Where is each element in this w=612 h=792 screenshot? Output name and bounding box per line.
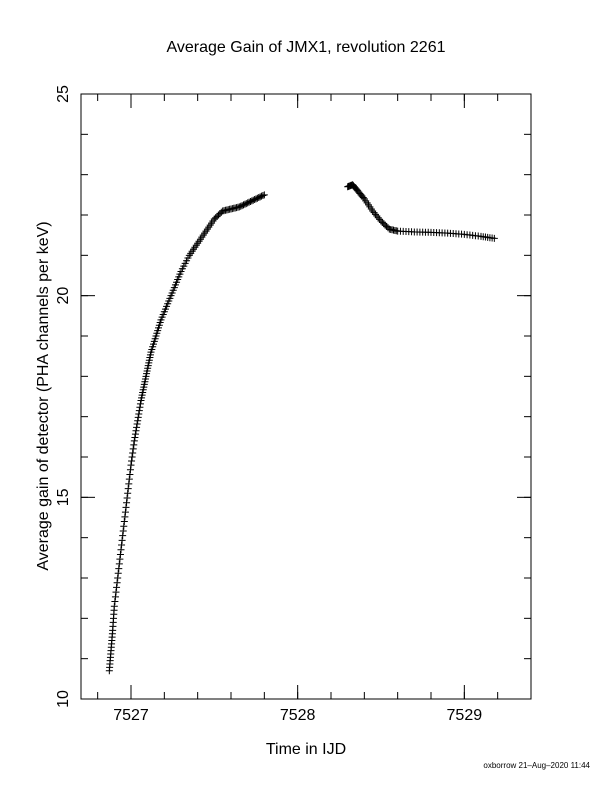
data-point (131, 430, 139, 438)
data-point (260, 191, 268, 199)
data-point (120, 518, 128, 526)
data-point (130, 437, 138, 445)
data-point (125, 480, 133, 488)
data-point (123, 499, 131, 507)
footer-stamp: oxborrow 21–Aug–2020 11:44 (483, 761, 590, 770)
y-tick-label: 20 (55, 287, 72, 305)
data-point (119, 532, 127, 540)
data-point (118, 536, 126, 544)
data-point (112, 588, 120, 596)
data-point (128, 457, 136, 465)
data-point (134, 417, 142, 425)
data-point (116, 555, 124, 563)
x-tick-label: 7528 (280, 707, 316, 724)
x-axis-label: Time in IJD (266, 741, 346, 758)
data-point (123, 494, 131, 502)
data-point (490, 234, 498, 242)
data-point (110, 602, 118, 610)
data-point (115, 560, 123, 568)
data-point (122, 503, 130, 511)
y-tick-label: 15 (55, 488, 72, 506)
plot-frame (80, 93, 532, 700)
data-point (117, 546, 125, 554)
data-point (126, 466, 134, 474)
data-point (119, 527, 127, 535)
data-point (135, 407, 143, 415)
data-point (113, 579, 121, 587)
data-point (130, 441, 138, 449)
y-tick-label: 25 (55, 85, 72, 103)
data-point (124, 489, 132, 497)
data-point (111, 598, 119, 606)
tick-labels: 7527 7528 7529 10 15 20 25 (55, 85, 482, 724)
data-point (121, 508, 129, 516)
data-point (134, 413, 142, 421)
data-point (135, 410, 143, 418)
x-tick-label: 7527 (113, 707, 149, 724)
y-tick-label: 10 (55, 690, 72, 708)
data-point (133, 420, 141, 428)
data-point (131, 434, 139, 442)
data-point (129, 449, 137, 457)
data-point (126, 470, 134, 478)
data-points (105, 181, 498, 675)
axis-ticks (81, 93, 531, 700)
data-point (136, 403, 144, 411)
data-point (120, 522, 128, 530)
data-point (125, 475, 133, 483)
x-tick-label: 7529 (447, 707, 483, 724)
data-point (136, 400, 144, 408)
data-point (129, 445, 137, 453)
data-point (259, 192, 267, 200)
data-point (113, 583, 121, 591)
y-axis-label: Average gain of detector (PHA channels p… (35, 221, 52, 570)
data-point (132, 427, 140, 435)
data-point (128, 453, 136, 461)
data-point (133, 423, 141, 431)
data-point (114, 569, 122, 577)
data-point (124, 485, 132, 493)
data-point (121, 513, 129, 521)
data-point (127, 461, 135, 469)
chart-title: Average Gain of JMX1, revolution 2261 (167, 39, 446, 56)
data-point (111, 593, 119, 601)
data-point (115, 565, 123, 573)
data-point (118, 541, 126, 549)
data-point (116, 550, 124, 558)
data-point (114, 574, 122, 582)
